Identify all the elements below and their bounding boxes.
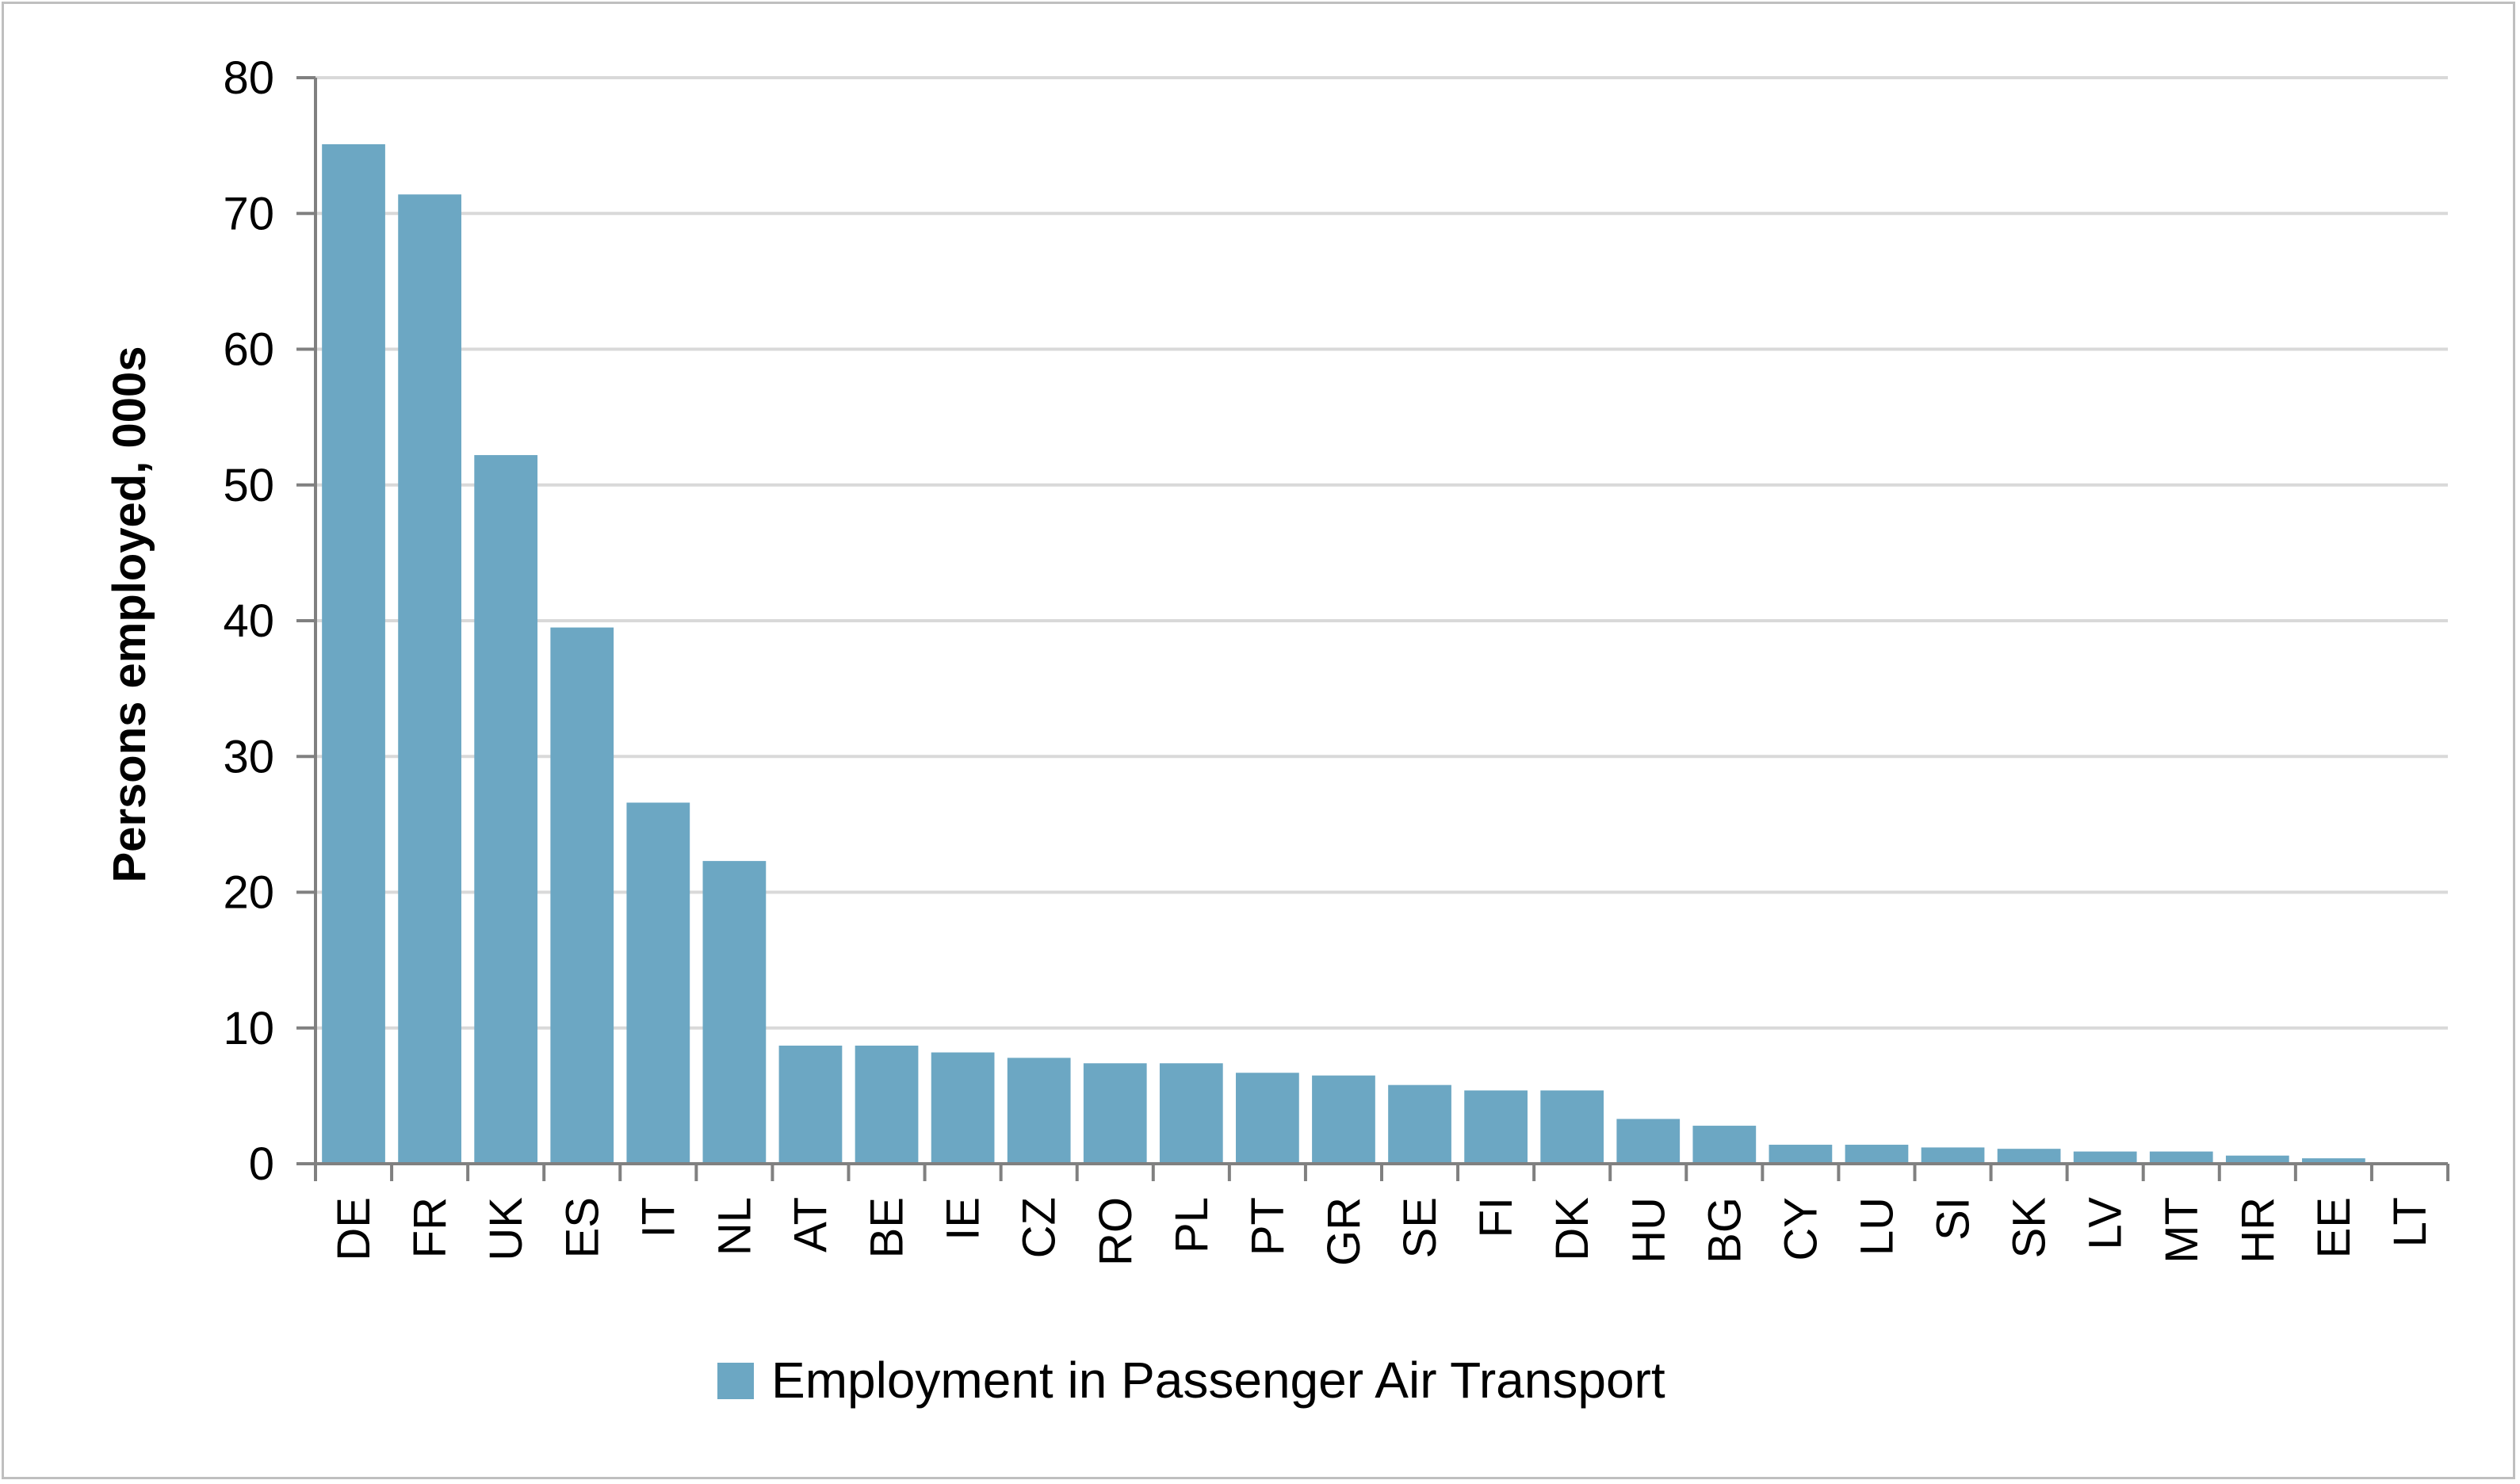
bar-lu: [1845, 1145, 1909, 1164]
legend-swatch: [717, 1363, 754, 1399]
x-tick-label: RO: [1090, 1197, 1141, 1266]
x-tick-label: GR: [1318, 1197, 1370, 1266]
x-tick-label: BE: [862, 1197, 913, 1258]
legend: Employment in Passenger Air Transport: [717, 1352, 1665, 1409]
x-tick-label: DK: [1547, 1197, 1598, 1261]
bar-nl: [702, 861, 767, 1164]
bar-bg: [1692, 1126, 1757, 1164]
bar-cz: [1007, 1058, 1071, 1164]
bar-ie: [931, 1052, 995, 1164]
x-tick-label: SK: [2004, 1197, 2055, 1259]
y-axis-title: Persons employed, 000s: [104, 346, 155, 883]
x-tick-label: MT: [2156, 1197, 2208, 1264]
x-tick-label: LU: [1851, 1197, 1902, 1256]
y-tick-label: 80: [223, 52, 274, 104]
bar-mt: [2149, 1151, 2213, 1164]
legend-label: Employment in Passenger Air Transport: [771, 1352, 1665, 1409]
bar-cy: [1769, 1145, 1833, 1164]
x-tick-label: FR: [404, 1197, 456, 1258]
x-tick-label: IT: [633, 1197, 684, 1238]
x-tick-label: SE: [1394, 1197, 1446, 1258]
bar-hr: [2225, 1155, 2289, 1164]
y-tick-label: 10: [223, 1003, 274, 1054]
x-tick-label: SI: [1928, 1197, 1979, 1241]
bar-fr: [398, 194, 461, 1164]
x-tick-label: PT: [1242, 1197, 1294, 1256]
y-tick-label: 20: [223, 867, 274, 919]
y-tick-label: 50: [223, 460, 274, 511]
x-tick-label: ES: [556, 1197, 608, 1258]
bar-ro: [1083, 1063, 1147, 1164]
x-tick-label: LV: [2080, 1197, 2132, 1250]
x-tick-label: BG: [1699, 1197, 1750, 1264]
x-tick-label: DE: [328, 1197, 380, 1261]
x-tick-label: CZ: [1014, 1197, 1065, 1258]
bar-be: [855, 1046, 919, 1164]
x-tick-label: EE: [2308, 1197, 2360, 1258]
bar-ee: [2302, 1158, 2365, 1164]
bar-fi: [1464, 1090, 1528, 1164]
x-tick-label: LT: [2384, 1197, 2436, 1247]
bar-it: [626, 802, 690, 1164]
x-tick-labels: DE FR UK ES IT NL AT BE IE CZ RO PL PT GR SE FI DK HU BG CY…: [328, 1197, 2436, 1266]
bar-sk: [1997, 1149, 2061, 1164]
x-tick-label: UK: [480, 1197, 532, 1261]
bar-si: [1921, 1147, 1985, 1164]
x-tick-label: FI: [1470, 1197, 1522, 1238]
y-tick-label: 40: [223, 595, 274, 647]
bars: [322, 143, 2442, 1165]
x-tick-label: NL: [709, 1197, 760, 1256]
y-tick-label: 70: [223, 188, 274, 239]
bar-dk: [1540, 1090, 1604, 1164]
bar-es: [550, 627, 614, 1164]
x-tick-label: HR: [2232, 1197, 2284, 1264]
y-tick-label: 30: [223, 731, 274, 782]
y-tick-label: 60: [223, 324, 274, 376]
bar-uk: [474, 455, 538, 1164]
x-tick-label: AT: [785, 1197, 836, 1253]
bar-pl: [1159, 1063, 1223, 1164]
bar-at: [778, 1046, 843, 1164]
axes: [296, 76, 2449, 1181]
bar-hu: [1616, 1119, 1681, 1164]
x-tick-label: IE: [938, 1197, 989, 1241]
bar-pt: [1236, 1073, 1299, 1164]
bar-chart: 0 10 20 30 40 50 60 70 80 DE FR UK ES IT NL AT BE IE CZ RO…: [104, 52, 2449, 1409]
x-tick-label: HU: [1623, 1197, 1674, 1264]
bar-gr: [1312, 1075, 1375, 1164]
x-tick-label: PL: [1166, 1197, 1218, 1253]
y-tick-labels: 0 10 20 30 40 50 60 70 80: [223, 52, 274, 1190]
x-tick-label: CY: [1775, 1197, 1826, 1261]
bar-de: [322, 143, 385, 1165]
bar-se: [1388, 1084, 1451, 1164]
bar-lv: [2073, 1151, 2137, 1164]
y-tick-label: 0: [249, 1138, 274, 1190]
